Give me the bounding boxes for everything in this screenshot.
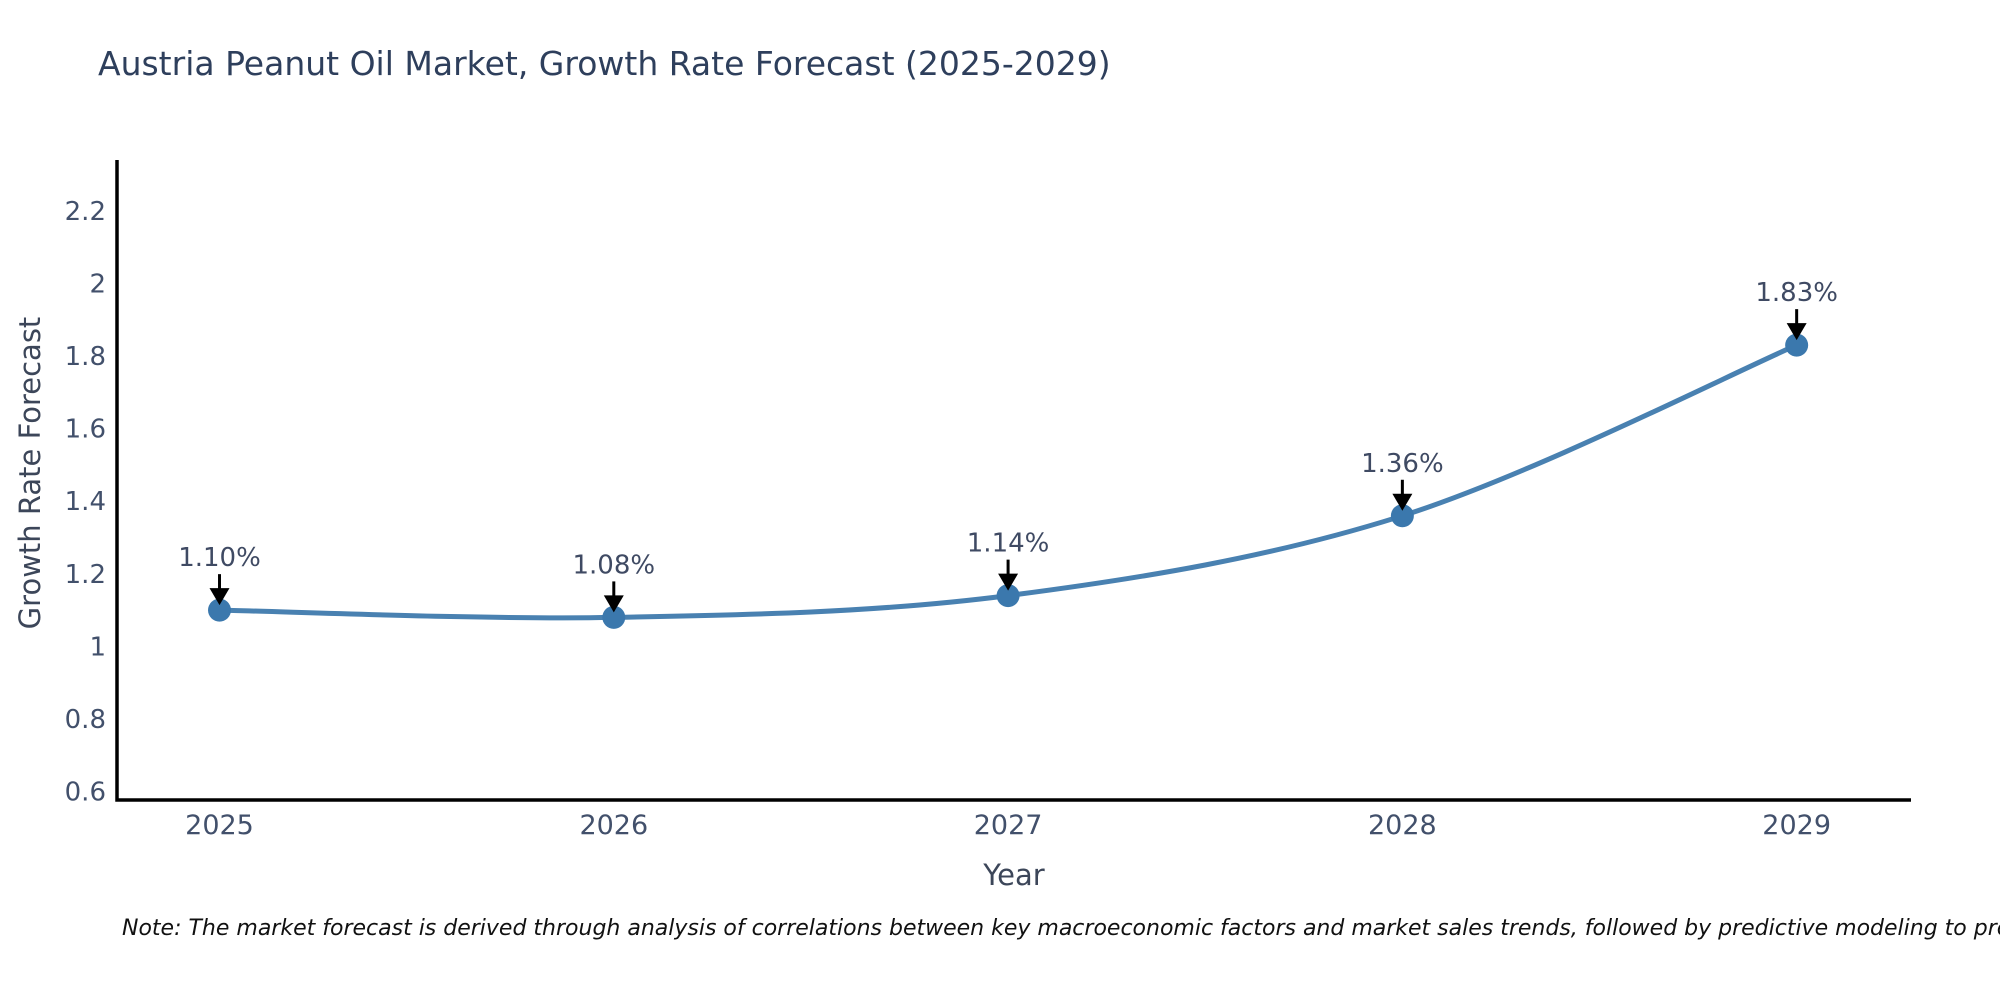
annotation-arrow-head (998, 573, 1019, 591)
y-tick-label: 1.2 (65, 560, 106, 590)
data-point-label: 1.08% (572, 550, 655, 580)
data-point-marker (602, 605, 626, 629)
y-tick-label: 0.8 (65, 705, 106, 735)
data-point-marker (1785, 333, 1809, 357)
annotation-arrow-head (1786, 323, 1807, 341)
axis-lines (115, 160, 1911, 802)
annotation-arrow-head (603, 595, 624, 613)
y-axis-title: Growth Rate Forecast (13, 316, 47, 630)
data-point-marker (208, 598, 232, 622)
chart-title: Austria Peanut Oil Market, Growth Rate F… (98, 44, 1111, 83)
y-tick-label: 2.2 (65, 197, 106, 227)
x-axis-title: Year (983, 858, 1045, 892)
y-tick-label: 1 (89, 632, 106, 662)
y-tick-label: 2 (89, 269, 106, 299)
footnote: Note: The market forecast is derived thr… (122, 916, 2000, 941)
data-point-label: 1.14% (967, 529, 1050, 559)
y-tick-label: 1.6 (65, 415, 106, 445)
data-point-label: 1.83% (1755, 278, 1838, 308)
x-tick-label: 2029 (1762, 810, 1831, 841)
y-tick-label: 1.4 (65, 487, 106, 517)
y-tick-label: 0.6 (65, 778, 106, 808)
annotation-arrow-head (209, 588, 230, 606)
x-tick-label: 2028 (1368, 810, 1437, 841)
y-tick-label: 1.8 (65, 342, 106, 372)
x-tick-label: 2025 (185, 810, 254, 841)
data-point-marker (1390, 504, 1414, 528)
data-point-label: 1.10% (178, 543, 261, 573)
x-tick-label: 2026 (579, 810, 648, 841)
x-tick-label: 2027 (974, 810, 1043, 841)
data-point-marker (996, 584, 1020, 608)
data-point-label: 1.36% (1361, 449, 1444, 479)
annotation-arrow-head (1392, 493, 1413, 511)
